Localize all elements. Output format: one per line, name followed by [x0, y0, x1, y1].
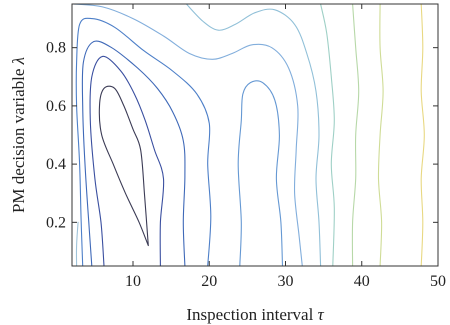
y-tick-label: 0.2 [46, 214, 66, 231]
tick-labels: 10 20 30 40 50 0.2 0.4 0.6 0.8 [46, 40, 446, 290]
x-tick-label: 40 [354, 273, 370, 290]
contour-line-level-11 [420, 4, 425, 266]
y-tick-label: 0.4 [46, 156, 66, 173]
contour-line-level-8 [320, 4, 335, 266]
x-tick-label: 30 [278, 273, 294, 290]
contour-line-level-2 [89, 55, 165, 266]
x-tick-label: 10 [125, 273, 141, 290]
plot-frame [71, 3, 439, 267]
y-tick-label: 0.8 [46, 40, 66, 57]
y-tick-label: 0.6 [46, 98, 66, 115]
x-tick-label: 50 [430, 273, 446, 290]
axis-ticks [72, 4, 439, 266]
contour-line-level-7 [185, 4, 322, 266]
contour-line-level-10 [377, 4, 384, 266]
contour-line-level-1 [98, 85, 149, 247]
contour-line-level-4 [75, 17, 212, 266]
contour-line-level-9 [351, 4, 360, 266]
x-tick-label: 20 [201, 273, 217, 290]
x-axis-label: Inspection interval τ [186, 305, 324, 324]
contour-line-level-3 [81, 40, 186, 266]
contour-line-level-6 [72, 4, 303, 266]
contour-line-level-12 [75, 221, 79, 266]
y-axis-label: PM decision variable λ [9, 57, 28, 213]
contour-line-level-5 [237, 80, 284, 266]
contour-lines [72, 4, 425, 266]
